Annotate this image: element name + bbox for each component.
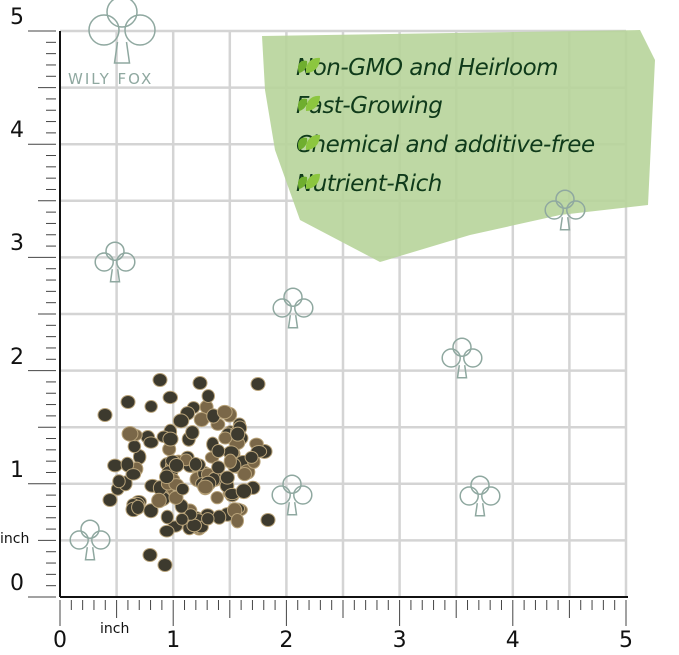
y-tick-label: 2 [10,344,24,370]
seed [143,436,159,449]
seed [230,426,246,442]
watermark-clover-icon [272,287,314,329]
seed [157,558,173,572]
seed [159,524,175,538]
seed [201,512,215,526]
x-tick-label: 1 [166,628,181,653]
seed [186,518,202,533]
seed [175,482,190,496]
watermark-clover-icon [459,475,501,517]
feature-item: Chemical and additive-free [296,132,595,158]
brand-logo-text: WILY FOX [68,70,154,88]
seed [172,413,190,429]
seed [131,499,145,515]
seed [162,390,179,405]
watermark-clover-icon [441,337,483,379]
watermark-clover-icon [94,241,136,283]
seed [201,389,215,403]
seed [188,457,203,472]
seed [102,493,118,507]
seed [160,509,174,525]
seed [151,492,167,509]
seed [121,426,139,442]
seed [125,468,142,481]
seed [162,431,179,447]
y-tick-label: 4 [10,118,24,144]
seed [127,439,142,454]
clover-icon [88,0,156,64]
seed [250,377,266,391]
seed [192,376,208,390]
leaf-icon [297,173,320,189]
seed [211,444,226,459]
y-tick-label: 5 [10,5,24,30]
x-unit-label: inch [100,621,130,637]
seed [142,548,158,562]
x-tick-label: 2 [279,628,294,653]
x-tick-label: 3 [392,628,407,653]
watermark-clover-icon [69,519,111,561]
seed [216,404,233,420]
seed [97,408,113,422]
seed [237,466,252,482]
seed [212,509,227,525]
x-tick-label: 4 [505,628,520,653]
seed [144,400,158,413]
seed [168,457,185,473]
seed [197,479,214,495]
seed [143,503,159,519]
y-tick-label: 3 [10,231,24,257]
seed [235,483,253,500]
seed [244,450,259,464]
seed [223,453,237,469]
feature-item: Non-GMO and Heirloom [296,55,559,81]
leaf-icon [297,134,320,150]
x-tick-label: 5 [619,628,633,653]
seed [219,470,235,485]
y-unit-label: inch [0,531,30,547]
watermark-clover-icon [271,474,313,516]
seed [210,490,224,505]
seed [112,474,126,489]
y-tick-label: 0 [10,571,24,596]
feature-item: Fast-Growing [296,93,443,119]
seed [260,513,276,527]
seed [152,373,168,387]
seed [120,395,136,409]
seed [211,460,226,475]
y-tick-label: 1 [10,457,24,483]
seed [218,431,233,445]
seed [175,512,189,526]
watermark-clover-icon [544,189,586,231]
leaf-icon [297,57,320,73]
x-tick-label: 0 [53,628,67,653]
seed [185,425,200,440]
seed [230,513,245,529]
feature-item: Nutrient-Rich [296,171,442,197]
leaf-icon [297,95,320,111]
seed [159,469,175,485]
seed [107,458,123,473]
